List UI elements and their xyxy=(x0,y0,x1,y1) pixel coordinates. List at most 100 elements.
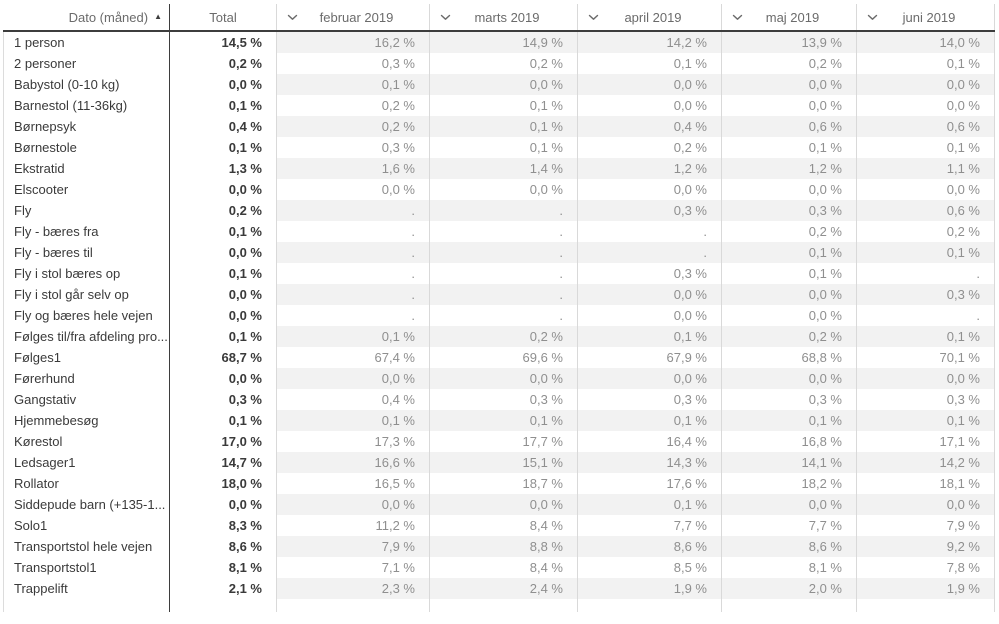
value-cell: 0,0 % xyxy=(857,368,995,389)
value-cell: 18,1 % xyxy=(857,473,995,494)
row-label: Børnestole xyxy=(3,137,170,158)
table-row: Elscooter 0,0 % 0,0 % 0,0 % 0,0 % 0,0 % 0,0 % xyxy=(3,179,995,200)
missing-value-cell: . xyxy=(430,284,578,305)
row-label: Følges1 xyxy=(3,347,170,368)
row-label: Børnepsyk xyxy=(3,116,170,137)
column-header-dato-maned[interactable]: Dato (måned) ▲ xyxy=(3,4,170,30)
value-cell: 2,0 % xyxy=(722,578,857,599)
value-cell: 0,1 % xyxy=(578,53,722,74)
value-cell: 1,2 % xyxy=(578,158,722,179)
table-row: Ekstratid 1,3 % 1,6 % 1,4 % 1,2 % 1,2 % 1,1 % xyxy=(3,158,995,179)
value-cell: 7,9 % xyxy=(857,515,995,536)
column-header-total[interactable]: Total xyxy=(170,4,277,30)
value-cell: 17,7 % xyxy=(430,431,578,452)
total-value-cell: 0,2 % xyxy=(170,53,277,74)
row-label: Gangstativ xyxy=(3,389,170,410)
row-label: Fly i stol bæres op xyxy=(3,263,170,284)
value-cell: 7,7 % xyxy=(578,515,722,536)
value-cell: 0,3 % xyxy=(578,389,722,410)
table-row: 1 person 14,5 % 16,2 % 14,9 % 14,2 % 13,9 % 14… xyxy=(3,32,995,53)
missing-value-cell: . xyxy=(578,221,722,242)
total-value-cell: 17,0 % xyxy=(170,431,277,452)
total-header-label: Total xyxy=(209,9,237,25)
missing-value-cell: . xyxy=(277,284,430,305)
header-row: Dato (måned) ▲ Total februar 2019 marts 2… xyxy=(3,4,995,32)
value-cell: 0,3 % xyxy=(722,200,857,221)
row-label: Fly i stol går selv op xyxy=(3,284,170,305)
total-value-cell: 0,0 % xyxy=(170,242,277,263)
value-cell: 67,4 % xyxy=(277,347,430,368)
table-row: Transportstol1 8,1 % 7,1 % 8,4 % 8,5 % 8,1 % 7… xyxy=(3,557,995,578)
value-cell: 0,4 % xyxy=(277,389,430,410)
value-cell: 17,1 % xyxy=(857,431,995,452)
table-row: Babystol (0-10 kg) 0,0 % 0,1 % 0,0 % 0,0 % 0,… xyxy=(3,74,995,95)
chevron-down-icon[interactable] xyxy=(588,14,599,21)
value-cell: 0,2 % xyxy=(430,326,578,347)
value-cell: 0,6 % xyxy=(857,116,995,137)
value-cell: 0,1 % xyxy=(857,326,995,347)
chevron-down-icon[interactable] xyxy=(440,14,451,21)
value-cell: 13,9 % xyxy=(722,32,857,53)
value-cell: 17,6 % xyxy=(578,473,722,494)
value-cell: 8,8 % xyxy=(430,536,578,557)
table-row: Solo1 8,3 % 11,2 % 8,4 % 7,7 % 7,7 % 7,9 % xyxy=(3,515,995,536)
value-cell: 14,2 % xyxy=(857,452,995,473)
month-header-label: marts 2019 xyxy=(474,9,540,25)
value-cell: 0,0 % xyxy=(277,179,430,200)
value-cell: 0,4 % xyxy=(578,116,722,137)
row-label: Ledsager1 xyxy=(3,452,170,473)
value-cell: 0,1 % xyxy=(277,326,430,347)
filler-cell xyxy=(430,599,578,612)
table-row: Førerhund 0,0 % 0,0 % 0,0 % 0,0 % 0,0 % 0,0 % xyxy=(3,368,995,389)
value-cell: 0,1 % xyxy=(277,74,430,95)
missing-value-cell: . xyxy=(277,263,430,284)
value-cell: 7,9 % xyxy=(277,536,430,557)
table-row: Følges1 68,7 % 67,4 % 69,6 % 67,9 % 68,8 % 70,… xyxy=(3,347,995,368)
value-cell: 0,0 % xyxy=(857,494,995,515)
value-cell: 0,3 % xyxy=(430,389,578,410)
value-cell: 0,1 % xyxy=(578,494,722,515)
chevron-down-icon[interactable] xyxy=(287,14,298,21)
row-label: Følges til/fra afdeling pro... xyxy=(3,326,170,347)
value-cell: 8,4 % xyxy=(430,515,578,536)
row-label: Transportstol1 xyxy=(3,557,170,578)
total-value-cell: 0,3 % xyxy=(170,389,277,410)
value-cell: 9,2 % xyxy=(857,536,995,557)
value-cell: 1,9 % xyxy=(578,578,722,599)
value-cell: 0,3 % xyxy=(277,53,430,74)
filler-cell xyxy=(3,599,170,612)
value-cell: 2,4 % xyxy=(430,578,578,599)
column-header-month[interactable]: april 2019 xyxy=(578,4,722,30)
value-cell: 0,0 % xyxy=(430,494,578,515)
chevron-down-icon[interactable] xyxy=(732,14,743,21)
table-row: Barnestol (11-36kg) 0,1 % 0,2 % 0,1 % 0,0 % 0… xyxy=(3,95,995,116)
column-header-month[interactable]: marts 2019 xyxy=(430,4,578,30)
column-header-month[interactable]: februar 2019 xyxy=(277,4,430,30)
value-cell: 2,3 % xyxy=(277,578,430,599)
missing-value-cell: . xyxy=(277,221,430,242)
value-cell: 0,0 % xyxy=(722,368,857,389)
row-label: Førerhund xyxy=(3,368,170,389)
row-label: Siddepude barn (+135-1... xyxy=(3,494,170,515)
total-value-cell: 1,3 % xyxy=(170,158,277,179)
value-cell: 0,3 % xyxy=(578,200,722,221)
column-header-month[interactable]: juni 2019 xyxy=(857,4,995,30)
chevron-down-icon[interactable] xyxy=(867,14,878,21)
table-row: Ledsager1 14,7 % 16,6 % 15,1 % 14,3 % 14,1 % 1… xyxy=(3,452,995,473)
value-cell: 0,3 % xyxy=(722,389,857,410)
table-row: Kørestol 17,0 % 17,3 % 17,7 % 16,4 % 16,8 % 17… xyxy=(3,431,995,452)
value-cell: 0,0 % xyxy=(722,95,857,116)
total-value-cell: 0,0 % xyxy=(170,305,277,326)
month-header-label: maj 2019 xyxy=(765,9,820,25)
table-row: Siddepude barn (+135-1... 0,0 % 0,0 % 0,0 %… xyxy=(3,494,995,515)
value-cell: 7,7 % xyxy=(722,515,857,536)
filler-cell xyxy=(857,599,995,612)
value-cell: 68,8 % xyxy=(722,347,857,368)
table-row: Fly og bæres hele vejen 0,0 %.. 0,0 % 0,0 %… xyxy=(3,305,995,326)
value-cell: 14,9 % xyxy=(430,32,578,53)
value-cell: 18,2 % xyxy=(722,473,857,494)
row-label: Fly xyxy=(3,200,170,221)
missing-value-cell: . xyxy=(430,263,578,284)
column-header-month[interactable]: maj 2019 xyxy=(722,4,857,30)
value-cell: 7,8 % xyxy=(857,557,995,578)
